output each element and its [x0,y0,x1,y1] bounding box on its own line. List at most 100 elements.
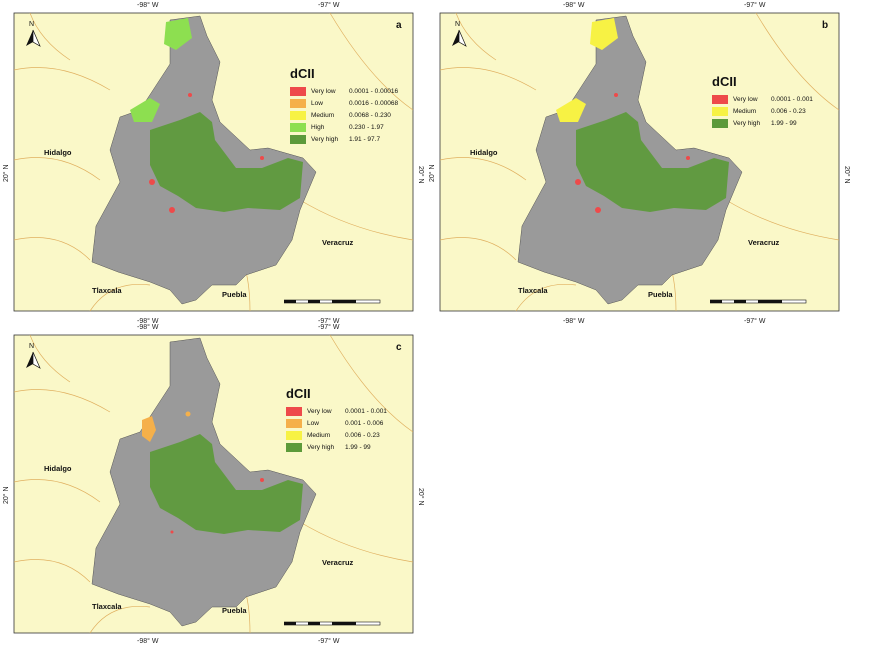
left-tick-20n: 20° N [3,486,10,504]
scale-bar [284,299,381,304]
legend-label: Very high [733,119,761,127]
north-arrow: N [24,21,42,48]
very-high-zone [576,112,729,212]
legend-item-very-low: Very low 0.0001 - 0.00016 [290,85,398,97]
legend-item-medium: Medium 0.006 - 0.23 [286,429,387,441]
legend-label: Very low [311,87,336,95]
map-frame [439,12,840,312]
map-frame [13,334,414,634]
legend-range: 0.0068 - 0.230 [349,111,391,119]
legend-swatch [712,106,728,116]
legend-swatch [712,94,728,104]
bottom-tick-98: -98° W [563,318,585,325]
map-panel-a: -98° W -97° W 20° N 20° N a N Hidalgo Ve… [0,0,424,330]
north-arrow-icon [26,351,41,369]
state-label-veracruz: Veracruz [322,558,354,567]
legend-label: Low [311,99,323,107]
legend-swatch [286,418,302,428]
map-panel-b: -98° W -97° W 20° N 20° N b N Hidalgo Ve… [426,0,872,330]
panel-letter: a [396,20,402,31]
legend-range: 0.006 - 0.23 [345,431,380,439]
bottom-tick-98: -98° W [137,638,159,645]
legend-item-very-low: Very low 0.0001 - 0.001 [286,405,387,417]
legend: dCII Very low 0.0001 - 0.00016 Low 0.0016 … [290,66,398,145]
panel-letter: b [822,20,829,31]
legend-swatch [290,86,306,96]
legend-title: dCII [712,74,737,89]
north-arrow-icon [452,29,467,47]
legend-item-medium: Medium 0.0068 - 0.230 [290,109,398,121]
map-panel-c: -98° W -97° W 20° N 20° N c N Hidalgo Ve… [0,322,424,652]
legend-range: 0.0001 - 0.001 [345,407,387,415]
bottom-tick-97: -97° W [744,318,766,325]
legend-item-medium: Medium 0.006 - 0.23 [712,105,813,117]
scale-bar [710,299,807,304]
state-label-puebla: Puebla [648,290,673,299]
north-label: N [29,21,35,28]
legend-item-very-high: Very high 1.99 - 99 [712,117,813,129]
bottom-tick-97: -97° W [318,638,340,645]
north-label: N [455,21,461,28]
legend-swatch [290,98,306,108]
legend-swatch [290,122,306,132]
legend-item-low: Low 0.0016 - 0.00068 [290,97,398,109]
state-label-tlaxcala: Tlaxcala [92,286,122,295]
legend: dCII Very low 0.0001 - 0.001 Medium 0.006 … [712,74,813,129]
legend-item-high: High 0.230 - 1.97 [290,121,398,133]
very-low-spots [149,93,264,213]
panel-letter: c [396,342,402,353]
legend-label: Very high [307,443,335,451]
very-low-spots [170,478,264,534]
scale-bar [284,621,381,626]
north-arrow: N [450,21,468,48]
right-tick-20n: 20° N [417,488,424,506]
legend-range: 0.230 - 1.97 [349,123,384,131]
legend-range: 0.001 - 0.006 [345,419,384,427]
state-label-hidalgo: Hidalgo [470,148,498,157]
bottom-tick-97: -97° W [318,318,340,325]
legend-label: Low [307,419,319,427]
left-tick-20n: 20° N [3,164,10,182]
very-high-zone [150,112,303,212]
top-tick-97: -97° W [744,2,766,9]
legend-range: 1.99 - 99 [771,119,797,127]
legend-item-very-high: Very high 1.99 - 99 [286,441,387,453]
state-label-veracruz: Veracruz [322,238,354,247]
legend-range: 0.006 - 0.23 [771,107,806,115]
very-low-spots [575,93,690,213]
legend-swatch [290,134,306,144]
state-label-tlaxcala: Tlaxcala [92,602,122,611]
legend-range: 0.0001 - 0.001 [771,95,813,103]
state-label-hidalgo: Hidalgo [44,464,72,473]
north-arrow: N [24,343,42,370]
legend-range: 0.0001 - 0.00016 [349,87,399,95]
legend-label: Medium [307,431,331,439]
legend-title: dCII [286,386,311,401]
legend-label: Medium [733,107,757,115]
legend-swatch [290,110,306,120]
top-tick-97: -97° W [318,324,340,331]
north-label: N [29,343,35,350]
high-zone [130,18,192,122]
north-arrow-icon [26,29,41,47]
legend: dCII Very low 0.0001 - 0.001 Low 0.001 - 0… [286,386,387,453]
right-tick-20n: 20° N [417,166,424,184]
legend-title: dCII [290,66,315,81]
right-tick-20n: 20° N [843,166,850,184]
top-tick-98: -98° W [563,2,585,9]
legend-item-low: Low 0.001 - 0.006 [286,417,387,429]
state-label-veracruz: Veracruz [748,238,780,247]
legend-label: Very low [307,407,332,415]
top-tick-97: -97° W [318,2,340,9]
bottom-tick-98: -98° W [137,318,159,325]
state-label-hidalgo: Hidalgo [44,148,72,157]
legend-label: High [311,123,325,131]
state-label-puebla: Puebla [222,290,247,299]
legend-range: 1.91 - 97.7 [349,135,381,143]
legend-swatch [712,118,728,128]
legend-label: Medium [311,111,335,119]
legend-item-very-high: Very high 1.91 - 97.7 [290,133,398,145]
map-frame [13,12,414,312]
legend-swatch [286,430,302,440]
top-tick-98: -98° W [137,324,159,331]
